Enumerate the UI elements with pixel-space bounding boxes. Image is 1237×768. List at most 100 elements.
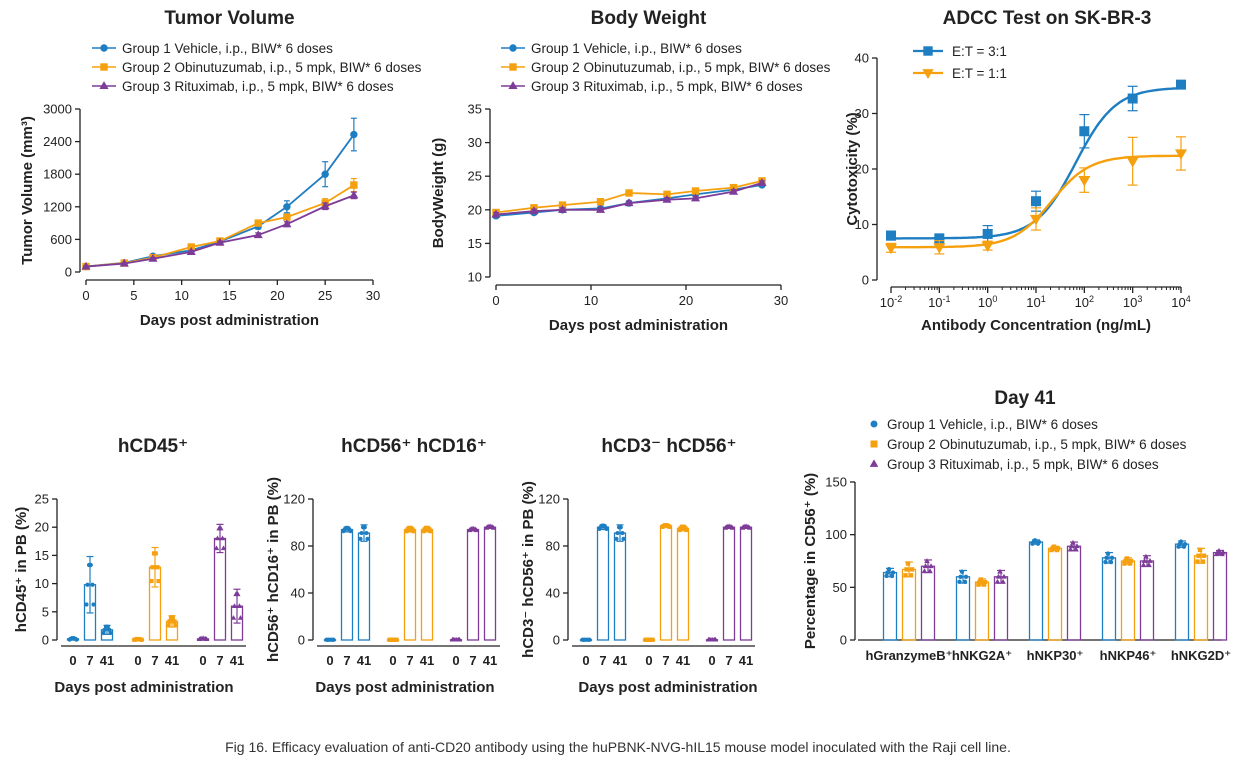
legend-label: Group 3 Rituximab, i.p., 5 mpk, BIW* 6 d… bbox=[122, 79, 394, 94]
data-point bbox=[1079, 126, 1090, 137]
x-tick-label: 41 bbox=[613, 653, 627, 668]
data-point bbox=[253, 230, 263, 239]
data-point bbox=[681, 524, 686, 529]
data-point bbox=[1214, 549, 1221, 555]
bar bbox=[659, 525, 673, 641]
y-tick-label: 15 bbox=[35, 548, 49, 563]
data-point bbox=[411, 529, 416, 534]
x-tick-label: 10 bbox=[584, 293, 598, 308]
data-point bbox=[1126, 157, 1139, 168]
data-point bbox=[167, 619, 172, 624]
data-point bbox=[994, 578, 1001, 584]
x-tick-label: 101 bbox=[1026, 294, 1045, 310]
y-tick-label: 120 bbox=[538, 492, 560, 507]
x-tick-label: 0 bbox=[389, 653, 396, 668]
bar-group: 0 7 41 bbox=[705, 523, 753, 668]
legend-label: Group 1 Vehicle, i.p., BIW* 6 doses bbox=[122, 41, 333, 56]
legend-marker bbox=[509, 44, 517, 52]
data-point bbox=[388, 637, 393, 642]
data-point bbox=[678, 526, 683, 531]
data-point bbox=[362, 525, 367, 530]
data-point bbox=[213, 545, 220, 551]
bar bbox=[882, 571, 898, 641]
data-point bbox=[1219, 551, 1225, 557]
data-point bbox=[1127, 561, 1133, 566]
y-tick-label: 30 bbox=[855, 106, 869, 121]
x-axis-title: Days post administration bbox=[54, 679, 233, 696]
data-point bbox=[928, 563, 934, 569]
series-line bbox=[85, 134, 355, 268]
data-point bbox=[1141, 557, 1148, 563]
data-point bbox=[889, 573, 895, 579]
legend-marker bbox=[870, 440, 878, 448]
data-point bbox=[905, 561, 911, 566]
data-point bbox=[215, 237, 225, 246]
x-tick-label: 103 bbox=[1123, 294, 1142, 310]
data-point bbox=[615, 530, 620, 536]
bar bbox=[955, 576, 971, 641]
chart-adcc: ADCC Test on SK-BR-3 0 10 20 30 40 Cytotoxicit… bbox=[844, 8, 1191, 334]
data-point bbox=[84, 602, 89, 607]
legend-label: Group 3 Rituximab, i.p., 5 mpk, BIW* 6 d… bbox=[887, 457, 1159, 472]
data-point bbox=[220, 545, 227, 551]
data-point bbox=[904, 567, 909, 572]
x-tick-label: 41 bbox=[100, 653, 114, 668]
data-point bbox=[885, 570, 890, 575]
x-tick-label: hNKP30⁺ bbox=[1027, 648, 1084, 663]
legend-marker bbox=[100, 44, 108, 52]
x-tick-label: 7 bbox=[86, 653, 93, 668]
bar bbox=[974, 581, 990, 641]
legend-label: Group 1 Vehicle, i.p., BIW* 6 doses bbox=[887, 417, 1098, 432]
data-point bbox=[345, 525, 350, 531]
data-point bbox=[981, 582, 987, 587]
legend-marker bbox=[870, 420, 878, 428]
data-point bbox=[1103, 559, 1108, 565]
x-tick-label: 15 bbox=[222, 288, 236, 303]
legend-label: E:T = 3:1 bbox=[952, 44, 1007, 59]
y-tick-label: 1800 bbox=[43, 167, 72, 182]
data-point bbox=[105, 624, 110, 629]
series-line bbox=[85, 194, 355, 268]
data-point bbox=[1054, 547, 1060, 553]
bar bbox=[993, 576, 1009, 641]
x-tick-label: 7 bbox=[599, 653, 606, 668]
data-point bbox=[81, 261, 91, 270]
data-point bbox=[621, 536, 626, 541]
x-tick-label: 10 bbox=[174, 288, 188, 303]
data-point bbox=[1108, 559, 1114, 565]
y-tick-label: 2400 bbox=[43, 134, 72, 149]
data-point bbox=[450, 636, 457, 642]
data-point bbox=[884, 243, 898, 255]
data-point bbox=[690, 193, 701, 202]
data-point bbox=[1000, 578, 1006, 584]
data-point bbox=[321, 170, 329, 178]
data-point bbox=[1068, 543, 1075, 549]
data-point bbox=[454, 636, 460, 642]
data-point bbox=[156, 578, 161, 584]
x-tick-label: 7 bbox=[406, 653, 413, 668]
x-tick-label: 100 bbox=[978, 294, 997, 310]
x-tick-label: hGranzymeB⁺ bbox=[865, 648, 952, 663]
data-point bbox=[1197, 547, 1203, 553]
data-point bbox=[581, 637, 586, 642]
x-axis-title: Days post administration bbox=[578, 679, 757, 696]
y-tick-label: 40 bbox=[291, 586, 305, 601]
x-tick-label: 0 bbox=[582, 653, 589, 668]
legend-marker bbox=[100, 63, 108, 71]
x-tick-label: 104 bbox=[1171, 294, 1190, 310]
x-tick-label: 0 bbox=[492, 293, 499, 308]
y-tick-label: 10 bbox=[35, 576, 49, 591]
data-point bbox=[1127, 93, 1138, 104]
y-tick-label: 1200 bbox=[43, 199, 72, 214]
y-tick-label: 0 bbox=[862, 273, 869, 288]
bar bbox=[1212, 551, 1228, 641]
y-axis-title: Percentage in CD56⁺ (%) bbox=[802, 473, 819, 649]
data-point bbox=[706, 636, 713, 642]
data-point bbox=[957, 579, 962, 585]
y-tick-label: 3000 bbox=[43, 102, 72, 117]
data-point bbox=[1031, 539, 1036, 545]
bar-group: 0 7 41 bbox=[131, 546, 179, 668]
